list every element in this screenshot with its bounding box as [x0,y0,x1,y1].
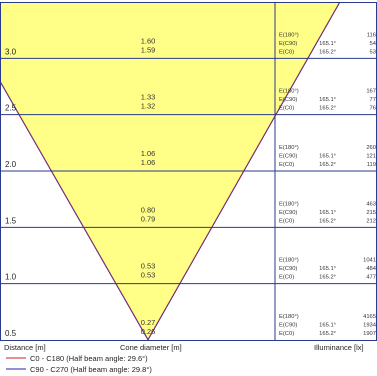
diameter-c90-label: 1.32 [141,102,156,111]
illuminance-row-value: 1041 [363,258,376,264]
illuminance-row-label: E(180°) [279,258,299,264]
illuminance-row-value: 1934 [363,323,377,329]
distance-label: 1.5 [5,216,17,225]
illuminance-row-label: E(C0) [279,331,294,337]
diameter-c0-label: 0.80 [141,205,156,214]
illuminance-row-angle: 165.1° [319,323,336,329]
illuminance-row-value: 76 [370,106,376,112]
illuminance-row-label: E(C90) [279,41,297,47]
illuminance-row-value: 215 [366,210,376,216]
illuminance-row-label: E(C0) [279,275,294,281]
illuminance-row-value: 477 [366,275,376,281]
illuminance-row-label: E(C0) [279,218,294,224]
axis-labels: Distance [m] Cone diameter [m] Illuminan… [4,343,364,352]
illuminance-row-angle: 165.1° [319,210,336,216]
illuminance-row-angle: 165.1° [319,266,336,272]
distance-label: 1.0 [5,273,17,282]
illuminance-row-label: E(C0) [279,49,294,55]
illuminance-row-value: 212 [366,218,376,224]
illuminance-row-label: E(180°) [279,201,299,207]
illuminance-row-label: E(C90) [279,210,297,216]
diameter-c0-label: 1.60 [141,36,156,45]
legend-label-c90: C90 - C270 (Half beam angle: 29.8°) [30,365,152,374]
distance-axis-label: Distance [m] [4,343,46,352]
illuminance-row-angle: 165.2° [319,162,336,168]
diameter-axis-label: Cone diameter [m] [120,343,182,352]
distance-label: 2.0 [5,160,17,169]
illuminance-row-value: 77 [370,97,376,103]
illuminance-row-angle: 165.2° [319,49,336,55]
illuminance-row-label: E(C0) [279,106,294,112]
illuminance-row-label: E(C90) [279,323,297,329]
illuminance-row-angle: 165.2° [319,218,336,224]
diameter-c0-label: 1.33 [141,93,156,102]
illuminance-row-label: E(180°) [279,32,299,38]
illuminance-row-label: E(C90) [279,97,297,103]
illuminance-row-angle: 165.2° [319,275,336,281]
illuminance-row-value: 119 [367,162,376,168]
illuminance-row-value: 167 [366,89,376,95]
distance-label: 0.5 [5,329,17,338]
illuminance-row-label: E(180°) [279,89,299,95]
band-grid [0,2,377,341]
illuminance-row-value: 463 [366,201,376,207]
diameter-c0-label: 0.27 [141,318,156,327]
illuminance-row-value: 54 [370,41,377,47]
diameter-c90-label: 0.79 [141,214,156,223]
illuminance-row-angle: 165.2° [319,331,336,337]
illuminance-row-angle: 165.1° [319,97,336,103]
illuminance-row-label: E(C90) [279,266,297,272]
illuminance-row-angle: 165.1° [319,41,336,47]
illuminance-row-value: 260 [366,145,376,151]
diameter-c0-label: 0.53 [141,262,156,271]
illuminance-row-value: 121 [366,154,376,160]
diameter-c90-label: 0.26 [141,327,156,336]
diameter-c90-label: 1.59 [141,45,156,54]
diameter-c90-label: 0.53 [141,271,156,280]
illuminance-row-value: 484 [366,266,376,272]
distance-label: 2.5 [5,104,17,113]
illuminance-row-label: E(C90) [279,154,297,160]
diameter-c0-label: 1.06 [141,149,156,158]
legend: C0 - C180 (Half beam angle: 29.6°) C90 -… [6,354,152,374]
illuminance-row-value: 53 [370,49,376,55]
illuminance-row-value: 116 [367,32,376,38]
illuminance-row-angle: 165.2° [319,106,336,112]
illuminance-axis-label: Illuminance [lx] [314,343,364,352]
diameter-c90-label: 1.06 [141,158,156,167]
illuminance-row-value: 4165 [363,314,376,320]
band-labels: 3.0 1.601.59 E(180°) 116 E(C90) 165.1° 54 E(C0)… [5,32,377,338]
legend-label-c0: C0 - C180 (Half beam angle: 29.6°) [30,354,148,363]
distance-label: 3.0 [5,47,17,56]
illuminance-row-value: 1907 [363,331,376,337]
illuminance-row-angle: 165.1° [319,154,336,160]
illuminance-row-label: E(180°) [279,145,299,151]
illuminance-row-label: E(180°) [279,314,299,320]
illuminance-row-label: E(C0) [279,162,294,168]
